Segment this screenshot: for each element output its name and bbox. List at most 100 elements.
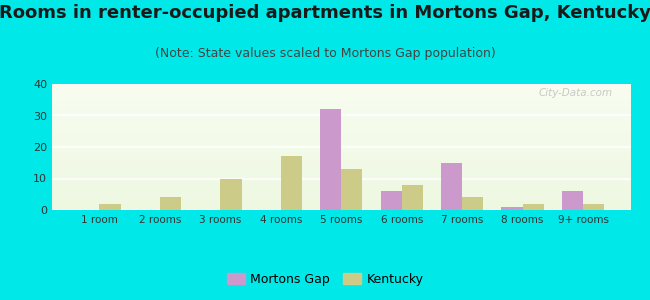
Legend: Mortons Gap, Kentucky: Mortons Gap, Kentucky (222, 268, 428, 291)
Bar (52, 109, 630, 110)
Bar (52, 152, 630, 153)
Bar (52, 136, 630, 137)
Bar (52, 203, 630, 204)
Bar (52, 208, 630, 209)
Bar (52, 168, 630, 169)
Bar (52, 197, 630, 198)
Bar (52, 86, 630, 87)
Bar (52, 133, 630, 134)
Bar (52, 149, 630, 150)
Bar (341, 169, 363, 210)
Bar (52, 89, 630, 90)
Bar (380, 191, 402, 210)
Bar (52, 185, 630, 186)
Bar (52, 174, 630, 175)
Bar (52, 187, 630, 188)
Bar (52, 85, 630, 86)
Bar (52, 179, 630, 180)
Bar (52, 97, 630, 98)
Bar (52, 192, 630, 193)
Bar (52, 92, 630, 93)
Bar (52, 158, 630, 159)
Bar (52, 180, 630, 181)
Bar (52, 186, 630, 187)
Bar (99, 204, 121, 210)
Bar (52, 121, 630, 122)
Bar (52, 130, 630, 131)
Bar (281, 156, 302, 210)
Bar (52, 167, 630, 168)
Bar (52, 118, 630, 119)
Bar (52, 104, 630, 105)
Bar (52, 150, 630, 151)
Bar (52, 126, 630, 127)
Bar (52, 113, 630, 114)
Bar (52, 181, 630, 182)
Bar (52, 160, 630, 161)
Bar (52, 137, 630, 138)
Bar (52, 110, 630, 111)
Bar (52, 153, 630, 154)
Bar (52, 165, 630, 166)
Bar (52, 142, 630, 143)
Bar (52, 116, 630, 117)
Bar (52, 205, 630, 206)
Bar (52, 173, 630, 174)
Bar (52, 122, 630, 123)
Bar (52, 101, 630, 102)
Bar (52, 199, 630, 200)
Bar (52, 147, 630, 148)
Bar (52, 100, 630, 101)
Bar (52, 164, 630, 165)
Bar (52, 124, 630, 125)
Bar (52, 135, 630, 136)
Bar (52, 134, 630, 135)
Bar (52, 159, 630, 160)
Bar (52, 115, 630, 116)
Bar (52, 120, 630, 121)
Bar (52, 190, 630, 191)
Bar (52, 117, 630, 118)
Bar (52, 114, 630, 115)
Bar (52, 143, 630, 144)
Bar (52, 141, 630, 142)
Bar (52, 96, 630, 97)
Bar (52, 156, 630, 157)
Bar (52, 194, 630, 195)
Bar (52, 98, 630, 99)
Bar (220, 178, 242, 210)
Bar (52, 202, 630, 203)
Bar (583, 204, 605, 210)
Bar (52, 162, 630, 163)
Bar (52, 154, 630, 155)
Bar (523, 204, 544, 210)
Bar (52, 163, 630, 164)
Text: (Note: State values scaled to Mortons Gap population): (Note: State values scaled to Mortons Ga… (155, 46, 495, 59)
Bar (52, 175, 630, 176)
Bar (52, 151, 630, 152)
Bar (52, 198, 630, 199)
Bar (52, 145, 630, 146)
Bar (52, 184, 630, 185)
Bar (320, 109, 341, 210)
Bar (52, 95, 630, 96)
Bar (52, 94, 630, 95)
Bar (52, 105, 630, 106)
Bar (52, 144, 630, 145)
Bar (52, 195, 630, 196)
Bar (52, 139, 630, 140)
Bar (52, 155, 630, 156)
Bar (52, 99, 630, 100)
Bar (52, 102, 630, 103)
Bar (52, 129, 630, 130)
Bar (562, 191, 583, 210)
Bar (52, 88, 630, 89)
Bar (52, 138, 630, 139)
Bar (52, 176, 630, 177)
Bar (52, 207, 630, 208)
Bar (52, 196, 630, 197)
Bar (52, 170, 630, 171)
Bar (52, 200, 630, 201)
Text: Rooms in renter-occupied apartments in Mortons Gap, Kentucky: Rooms in renter-occupied apartments in M… (0, 4, 650, 22)
Bar (402, 185, 423, 210)
